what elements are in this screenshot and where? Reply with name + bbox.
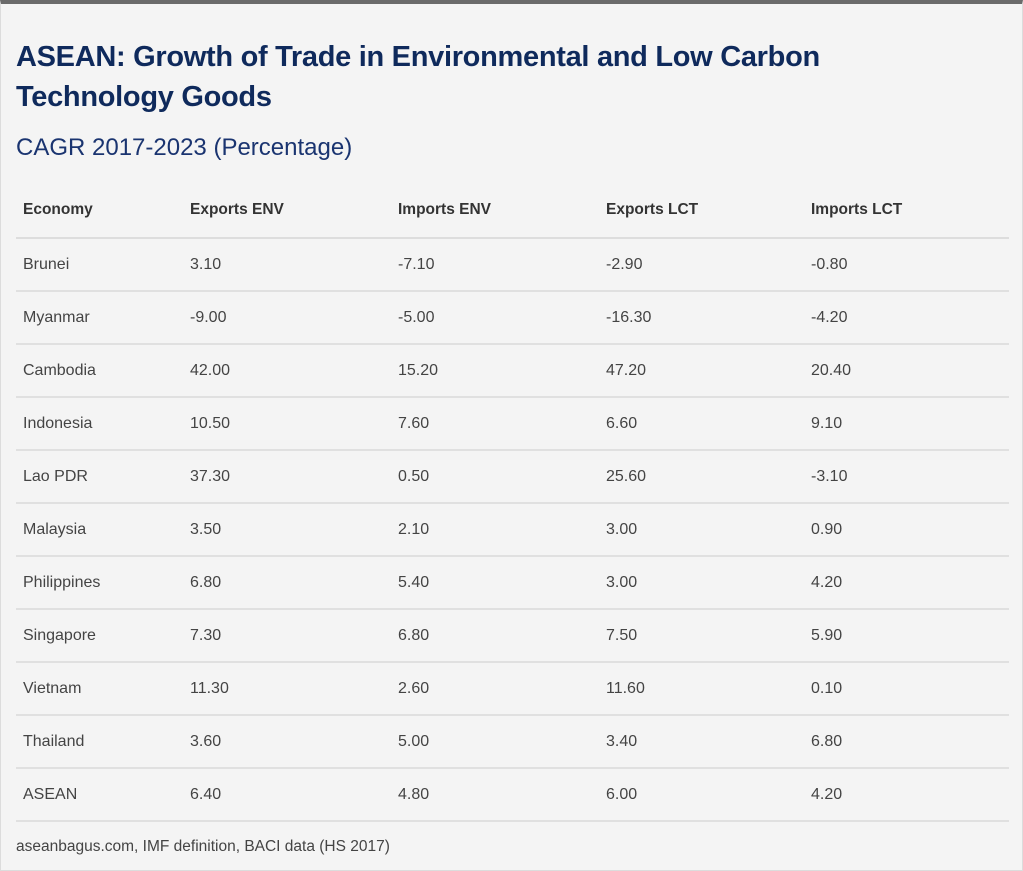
cell-exports-lct: -16.30 <box>599 291 804 345</box>
cell-imports-env: 7.60 <box>391 397 599 451</box>
cell-economy: Thailand <box>16 715 183 769</box>
cell-exports-lct: 6.00 <box>599 768 804 822</box>
cell-exports-env: 3.60 <box>183 715 391 769</box>
cell-exports-lct: 7.50 <box>599 609 804 663</box>
table-body: Brunei 3.10 -7.10 -2.90 -0.80 Myanmar -9.00 -5.… <box>16 238 1009 822</box>
cell-imports-env: 15.20 <box>391 344 599 398</box>
cell-imports-env: -5.00 <box>391 291 599 345</box>
column-header-imports-env: Imports ENV <box>391 183 599 239</box>
cell-imports-env: 5.40 <box>391 556 599 610</box>
table-row: Malaysia 3.50 2.10 3.00 0.90 <box>16 503 1009 557</box>
cell-economy: Vietnam <box>16 662 183 716</box>
cell-imports-env: 2.10 <box>391 503 599 557</box>
column-header-exports-lct: Exports LCT <box>599 183 804 239</box>
table-row: Myanmar -9.00 -5.00 -16.30 -4.20 <box>16 291 1009 345</box>
cell-imports-env: 2.60 <box>391 662 599 716</box>
table-row: Indonesia 10.50 7.60 6.60 9.10 <box>16 397 1009 451</box>
cell-imports-lct: -4.20 <box>804 291 1009 345</box>
cell-exports-env: 11.30 <box>183 662 391 716</box>
cell-exports-env: 3.50 <box>183 503 391 557</box>
cell-exports-lct: 6.60 <box>599 397 804 451</box>
cell-imports-lct: 0.10 <box>804 662 1009 716</box>
cell-imports-lct: 6.80 <box>804 715 1009 769</box>
table-row: Singapore 7.30 6.80 7.50 5.90 <box>16 609 1009 663</box>
source-note: aseanbagus.com, IMF definition, BACI dat… <box>16 838 390 855</box>
cell-imports-lct: -3.10 <box>804 450 1009 504</box>
cell-economy: Myanmar <box>16 291 183 345</box>
cell-exports-lct: -2.90 <box>599 238 804 292</box>
cell-exports-lct: 47.20 <box>599 344 804 398</box>
cell-imports-lct: -0.80 <box>804 238 1009 292</box>
cell-exports-env: -9.00 <box>183 291 391 345</box>
cell-imports-lct: 4.20 <box>804 556 1009 610</box>
data-table: Economy Exports ENV Imports ENV Exports … <box>16 183 1009 822</box>
cell-economy: Singapore <box>16 609 183 663</box>
table-row: Cambodia 42.00 15.20 47.20 20.40 <box>16 344 1009 398</box>
cell-economy: Philippines <box>16 556 183 610</box>
cell-economy: Malaysia <box>16 503 183 557</box>
cell-economy: Cambodia <box>16 344 183 398</box>
cell-imports-lct: 0.90 <box>804 503 1009 557</box>
column-header-imports-lct: Imports LCT <box>804 183 1009 239</box>
cell-imports-lct: 4.20 <box>804 768 1009 822</box>
table-row: Lao PDR 37.30 0.50 25.60 -3.10 <box>16 450 1009 504</box>
cell-imports-lct: 9.10 <box>804 397 1009 451</box>
cell-exports-env: 37.30 <box>183 450 391 504</box>
table-row: Brunei 3.10 -7.10 -2.90 -0.80 <box>16 238 1009 292</box>
table-row: ASEAN 6.40 4.80 6.00 4.20 <box>16 768 1009 822</box>
cell-exports-lct: 25.60 <box>599 450 804 504</box>
cell-economy: ASEAN <box>16 768 183 822</box>
cell-exports-env: 10.50 <box>183 397 391 451</box>
cell-exports-env: 42.00 <box>183 344 391 398</box>
cell-exports-env: 6.40 <box>183 768 391 822</box>
cell-exports-env: 3.10 <box>183 238 391 292</box>
table-row: Vietnam 11.30 2.60 11.60 0.10 <box>16 662 1009 716</box>
cell-exports-lct: 11.60 <box>599 662 804 716</box>
table-row: Thailand 3.60 5.00 3.40 6.80 <box>16 715 1009 769</box>
cell-imports-lct: 20.40 <box>804 344 1009 398</box>
cell-economy: Lao PDR <box>16 450 183 504</box>
column-header-economy: Economy <box>16 183 183 239</box>
table-row: Philippines 6.80 5.40 3.00 4.20 <box>16 556 1009 610</box>
cell-imports-env: 6.80 <box>391 609 599 663</box>
cell-economy: Brunei <box>16 238 183 292</box>
cell-imports-env: 4.80 <box>391 768 599 822</box>
cell-imports-env: 5.00 <box>391 715 599 769</box>
column-header-exports-env: Exports ENV <box>183 183 391 239</box>
cell-imports-lct: 5.90 <box>804 609 1009 663</box>
cell-economy: Indonesia <box>16 397 183 451</box>
cell-imports-env: -7.10 <box>391 238 599 292</box>
page-subtitle: CAGR 2017-2023 (Percentage) <box>16 134 353 161</box>
cell-exports-lct: 3.40 <box>599 715 804 769</box>
cell-exports-lct: 3.00 <box>599 556 804 610</box>
cell-exports-env: 6.80 <box>183 556 391 610</box>
page-title: ASEAN: Growth of Trade in Environmental … <box>16 41 820 113</box>
table-header-row: Economy Exports ENV Imports ENV Exports … <box>16 183 1009 239</box>
cell-exports-env: 7.30 <box>183 609 391 663</box>
cell-exports-lct: 3.00 <box>599 503 804 557</box>
cell-imports-env: 0.50 <box>391 450 599 504</box>
